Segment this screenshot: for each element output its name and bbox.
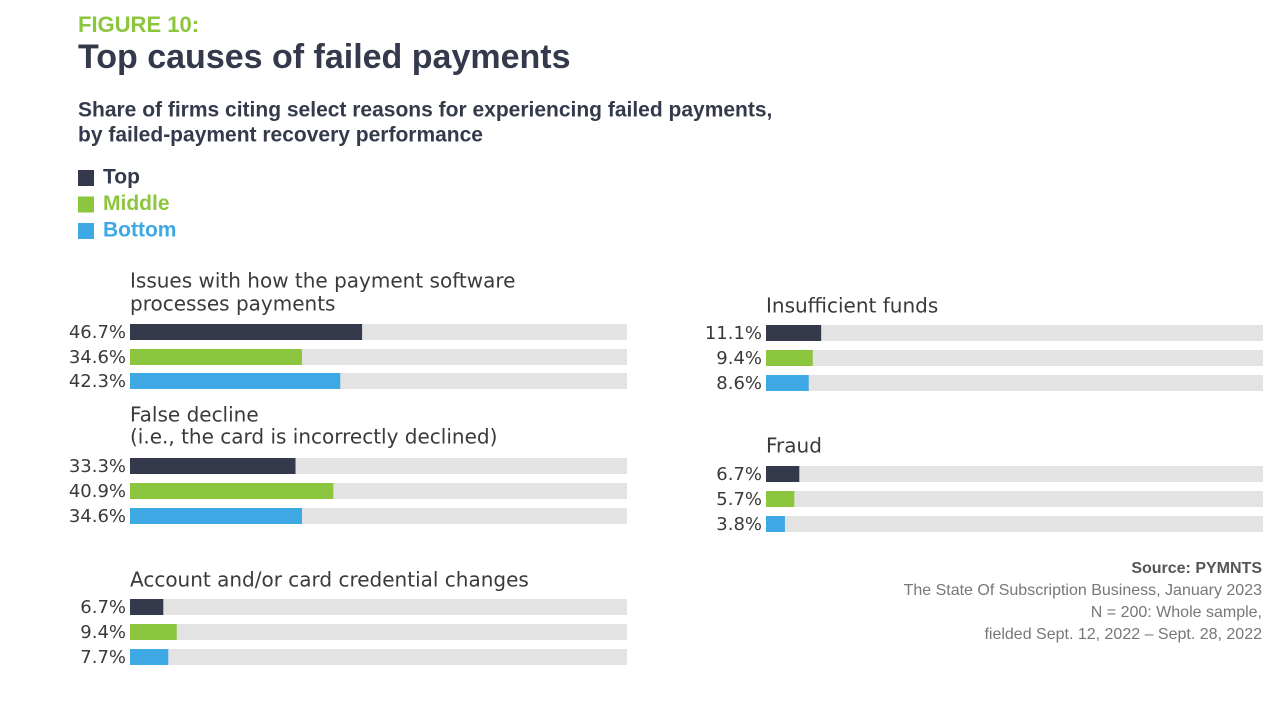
value-label: 34.6% bbox=[69, 347, 126, 368]
bar bbox=[130, 324, 363, 340]
category-label: False decline bbox=[130, 403, 259, 427]
figure-label: FIGURE 10: bbox=[78, 12, 199, 37]
bar-track bbox=[130, 624, 627, 640]
value-label: 9.4% bbox=[80, 622, 126, 643]
bar bbox=[766, 466, 800, 482]
category-label: Account and/or card credential changes bbox=[130, 568, 529, 592]
source-note: The State Of Subscription Business, Janu… bbox=[904, 582, 1263, 599]
value-label: 7.7% bbox=[80, 647, 126, 668]
bar bbox=[766, 491, 795, 507]
bar-track bbox=[766, 350, 1263, 366]
bar-track bbox=[766, 516, 1263, 532]
bar bbox=[130, 373, 341, 389]
source-note: fielded Sept. 12, 2022 – Sept. 28, 2022 bbox=[984, 626, 1262, 643]
bar bbox=[130, 624, 177, 640]
value-label: 46.7% bbox=[69, 322, 126, 343]
bar bbox=[130, 508, 302, 524]
value-label: 6.7% bbox=[716, 464, 762, 485]
value-label: 34.6% bbox=[69, 506, 126, 527]
category-label: (i.e., the card is incorrectly declined) bbox=[130, 425, 497, 449]
source-label: Source: PYMNTS bbox=[1131, 560, 1262, 577]
legend-label: Middle bbox=[103, 192, 170, 215]
subtitle: Share of firms citing select reasons for… bbox=[78, 99, 772, 122]
chart-title: Top causes of failed payments bbox=[78, 38, 571, 76]
value-label: 9.4% bbox=[716, 348, 762, 369]
bar-track bbox=[766, 375, 1263, 391]
legend-swatch bbox=[78, 170, 94, 186]
bar bbox=[130, 349, 302, 365]
bar-track bbox=[766, 491, 1263, 507]
value-label: 6.7% bbox=[80, 597, 126, 618]
bar bbox=[766, 325, 822, 341]
bar bbox=[766, 350, 813, 366]
bar-track bbox=[130, 649, 627, 665]
bar bbox=[130, 483, 334, 499]
legend-swatch bbox=[78, 196, 94, 213]
value-label: 11.1% bbox=[705, 323, 762, 344]
bar bbox=[130, 458, 296, 474]
subtitle: by failed-payment recovery performance bbox=[78, 124, 483, 147]
legend-swatch bbox=[78, 223, 94, 239]
bar bbox=[766, 375, 809, 391]
bar-track bbox=[130, 599, 627, 615]
legend-label: Bottom bbox=[103, 219, 176, 242]
value-label: 8.6% bbox=[716, 373, 762, 394]
source-note: N = 200: Whole sample, bbox=[1091, 604, 1262, 621]
category-label: Fraud bbox=[766, 434, 822, 458]
bar-track bbox=[766, 325, 1263, 341]
value-label: 40.9% bbox=[69, 481, 126, 502]
bar bbox=[766, 516, 785, 532]
category-label: Insufficient funds bbox=[766, 294, 938, 318]
bar bbox=[130, 649, 169, 665]
legend-label: Top bbox=[103, 166, 140, 189]
value-label: 3.8% bbox=[716, 514, 762, 535]
category-label: Issues with how the payment software bbox=[130, 269, 515, 293]
bar bbox=[130, 599, 164, 615]
value-label: 33.3% bbox=[69, 456, 126, 477]
bar-track bbox=[766, 466, 1263, 482]
category-label: processes payments bbox=[130, 292, 335, 316]
value-label: 42.3% bbox=[69, 371, 126, 392]
value-label: 5.7% bbox=[716, 489, 762, 510]
